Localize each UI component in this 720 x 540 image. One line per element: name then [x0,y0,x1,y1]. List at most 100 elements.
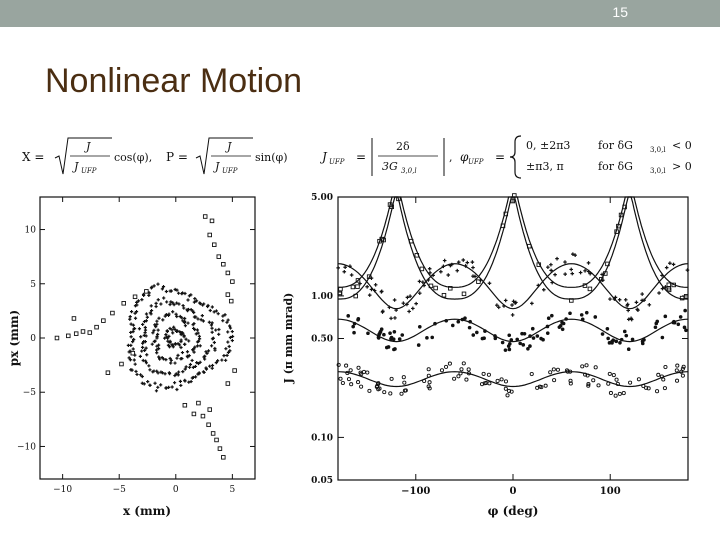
data-point [664,265,669,270]
data-point [459,367,464,372]
phase-point [172,325,176,329]
data-point [487,281,492,286]
action-phase-xlabel: φ (deg) [488,504,539,518]
data-point [646,386,651,391]
data-point [530,301,534,306]
data-point [587,286,593,292]
data-point [426,367,431,372]
data-point [337,291,343,297]
data-point [433,285,438,291]
data-point [389,316,393,321]
data-point [427,386,432,391]
phase-point [212,340,216,345]
data-point [503,379,509,384]
data-point [679,369,684,374]
data-point [452,376,457,381]
phase-point [182,333,186,338]
data-point [376,381,381,386]
data-point [502,304,506,308]
phase-point [154,325,158,329]
phase-point [185,350,190,354]
phase-point [187,339,191,343]
data-point [487,381,492,386]
phase-point [196,339,201,343]
phase-point [167,345,172,349]
data-point [479,382,485,387]
phase-point [203,357,207,361]
equation-strip: X = J J UFP cos(φ), P = J J UFP sin(φ) J… [22,135,692,179]
data-point [416,343,421,347]
data-point [640,298,644,303]
phase-point [130,368,134,372]
data-point [428,271,432,275]
x-tick-label: 100 [600,486,621,497]
phase-point [149,308,154,313]
data-point [586,382,591,387]
eq-frac-den-sub: 3,0,l [401,167,417,175]
data-point [600,332,605,336]
phase-point [128,314,132,319]
data-point [471,333,476,337]
data-point [641,383,646,389]
data-point [580,364,585,369]
data-point [349,382,354,387]
y-tick-label: 0.05 [311,476,333,486]
eq-case2-cond-sub: 3,0,l [650,167,666,175]
phase-point [204,350,208,354]
data-point [571,252,575,256]
data-point [456,319,461,324]
eq-x-den: J [72,160,79,173]
phase-point [230,329,234,334]
data-point [356,365,361,370]
phase-point [221,319,225,323]
phase-point [196,317,200,321]
band-curve [337,371,689,388]
data-point [586,261,591,265]
phase-point [165,329,169,334]
data-point [510,313,515,317]
data-point [626,308,630,313]
phase-point [133,316,138,320]
phase-point [178,330,182,334]
data-point [662,386,667,391]
phase-point [140,345,145,349]
data-point [444,318,449,323]
phase-point [153,323,157,327]
data-point [361,369,367,374]
y-tick-label: 5.00 [311,193,333,203]
phase-point [230,338,234,343]
eq-phi-eq: = [495,150,505,164]
data-point [671,262,676,267]
data-point [379,289,384,294]
phase-point [214,309,219,313]
data-point [555,256,559,261]
phase-point [195,328,200,332]
data-point [345,370,350,375]
data-point [366,274,372,279]
phase-point [214,328,218,332]
data-point [365,370,370,375]
data-point [509,338,514,342]
phase-point [133,304,138,308]
separatrix-point [110,310,115,316]
phase-point [216,312,220,316]
phase-point [186,298,190,302]
phase-point [164,358,168,362]
data-point [655,389,660,394]
data-point [350,284,356,290]
phase-point [171,301,175,305]
phase-point [127,350,131,354]
eq-p-num: J [225,140,232,153]
data-point [611,373,616,378]
separatrix-point [209,218,215,224]
data-point [396,196,401,202]
data-point [628,380,633,385]
phase-point [192,350,196,354]
data-point [439,368,445,373]
data-point [634,300,639,305]
phase-point [168,302,172,307]
data-point [461,291,467,297]
data-point [621,391,626,396]
data-point [355,284,360,289]
phase-point [144,361,149,365]
